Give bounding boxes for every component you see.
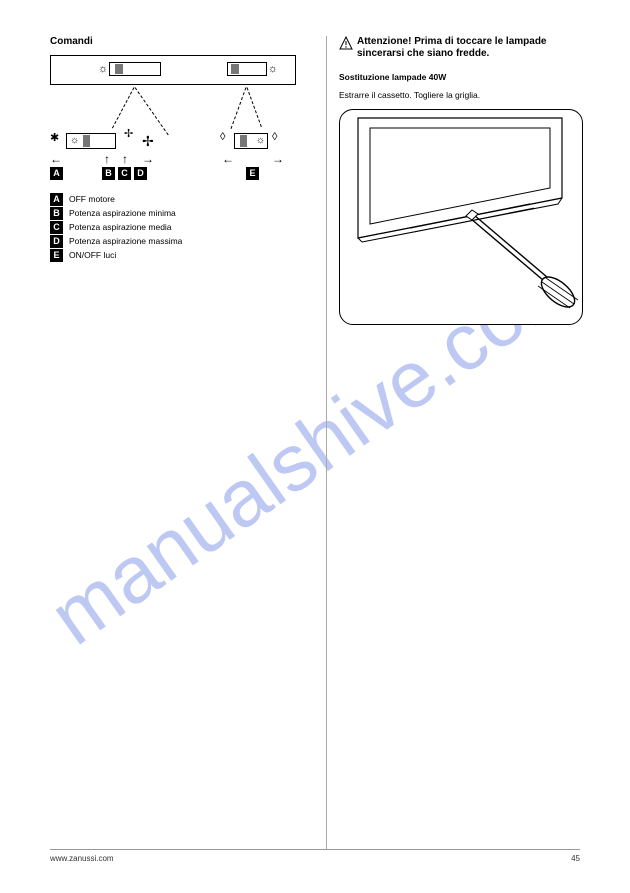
legend-key: C <box>50 221 63 234</box>
light-detail: ◊ ☼ ◊ ← → E <box>228 131 298 183</box>
motor-off-icon: ✱ <box>50 133 59 144</box>
legend-text: Potenza aspirazione minima <box>69 207 176 220</box>
legend-text: Potenza aspirazione massima <box>69 235 182 248</box>
arrow-indicators: ← → <box>228 153 298 165</box>
sun-icon: ☼ <box>70 136 79 146</box>
arrow-up-icon: ↑ <box>104 153 110 165</box>
legend-key: E <box>50 249 63 262</box>
figure-svg <box>340 110 583 325</box>
page-footer: www.zanussi.com 45 <box>50 849 580 863</box>
legend-key: A <box>50 193 63 206</box>
arrow-right-icon: → <box>142 153 154 165</box>
arrow-left-icon: ← <box>50 153 62 165</box>
dash-line <box>135 87 169 135</box>
bulb-off-icon: ◊ <box>220 132 225 143</box>
legend-item: D Potenza aspirazione massima <box>50 235 302 248</box>
dash-line <box>247 87 262 127</box>
dash-line <box>230 87 246 129</box>
legend-item: A OFF motore <box>50 193 302 206</box>
arrow-indicators: ← ↑ ↑ → <box>50 153 200 165</box>
slider-knob <box>240 135 247 147</box>
legend-list: A OFF motore B Potenza aspirazione minim… <box>50 193 302 262</box>
light-slider-detail: ☼ <box>234 133 268 149</box>
legend-item: E ON/OFF luci <box>50 249 302 262</box>
warning-text: Attenzione! Prima di toccare le lampade … <box>357 36 583 60</box>
label-a: A <box>50 167 63 180</box>
slider-knob <box>83 135 90 147</box>
arrow-right-icon: → <box>272 153 284 165</box>
arrow-left-icon: ← <box>222 153 234 165</box>
sun-icon: ☼ <box>256 136 265 146</box>
content-columns: Comandi ☼ ☼ <box>50 36 580 849</box>
legend-text: OFF motore <box>69 193 115 206</box>
label-row: E <box>228 167 298 183</box>
fan-icon: ✢ <box>124 129 133 140</box>
control-strip: ☼ ☼ <box>50 55 296 85</box>
legend-text: ON/OFF luci <box>69 249 116 262</box>
dash-line <box>112 87 134 128</box>
footer-page-number: 45 <box>571 854 580 863</box>
lamp-sub-heading: Sostituzione lampade 40W <box>339 72 583 82</box>
label-row: A B C D <box>50 167 200 183</box>
legend-text: Potenza aspirazione media <box>69 221 172 234</box>
lamp-instruction: Estrarre il cassetto. Togliere la grigli… <box>339 90 583 101</box>
label-b: B <box>102 167 115 180</box>
legend-item: B Potenza aspirazione minima <box>50 207 302 220</box>
warning-heading: Attenzione! Prima di toccare le lampade … <box>339 36 583 60</box>
slider-knob <box>231 64 239 74</box>
arrow-up-icon: ↑ <box>122 153 128 165</box>
motor-detail: ✱ ☼ ✢ ✢ ← ↑ ↑ → <box>50 131 200 183</box>
controls-heading: Comandi <box>50 36 302 47</box>
sun-icon: ☼ <box>268 64 278 75</box>
light-slider: ☼ <box>227 62 267 76</box>
motor-slider-detail: ☼ <box>66 133 116 149</box>
control-panel-diagram: ☼ ☼ <box>50 55 302 183</box>
fan-icon: ✢ <box>142 134 154 148</box>
detail-controls: ✱ ☼ ✢ ✢ ← ↑ ↑ → <box>50 131 302 183</box>
right-column: Attenzione! Prima di toccare le lampade … <box>326 36 583 849</box>
label-d: D <box>134 167 147 180</box>
slider-knob <box>115 64 123 74</box>
legend-item: C Potenza aspirazione media <box>50 221 302 234</box>
bulb-on-icon: ◊ <box>272 132 277 143</box>
callout-lines <box>50 87 302 127</box>
page-container: Comandi ☼ ☼ <box>0 0 630 893</box>
footer-url: www.zanussi.com <box>50 854 114 863</box>
lamp-replacement-figure <box>339 109 583 325</box>
sun-icon: ☼ <box>98 64 108 75</box>
left-column: Comandi ☼ ☼ <box>50 36 302 849</box>
label-c: C <box>118 167 131 180</box>
legend-key: D <box>50 235 63 248</box>
motor-slider: ☼ <box>109 62 161 76</box>
warning-icon <box>339 36 353 54</box>
label-e: E <box>246 167 259 180</box>
legend-key: B <box>50 207 63 220</box>
